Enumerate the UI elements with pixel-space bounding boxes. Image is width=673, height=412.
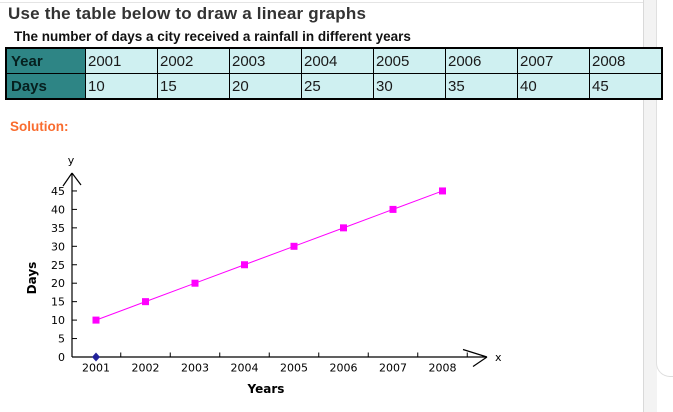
table-row-header: Year: [5, 47, 86, 74]
x-axis-letter: x: [495, 351, 502, 364]
y-tick-label: 30: [51, 240, 65, 253]
data-line: [95, 190, 443, 321]
y-tick-label: 40: [51, 203, 65, 216]
x-tick-label: 2008: [429, 362, 457, 375]
table-cell: 2005: [373, 47, 446, 74]
y-tick-label: 5: [58, 333, 65, 346]
y-tick-label: 15: [51, 296, 65, 309]
table-row: Days 10 15 20 25 30 35 40 45: [5, 73, 663, 100]
y-tick-label: 10: [51, 314, 65, 327]
y-axis-label: Days: [25, 262, 39, 295]
table-cell: 2001: [85, 47, 158, 74]
y-tick-label: 35: [51, 222, 65, 235]
table-cell: 2004: [301, 47, 374, 74]
top-divider: [0, 2, 656, 3]
rainfall-line-chart: y x 0 5 10 15 20 25 30 35 40 45 2001 2002 2003 2004 2005…: [25, 154, 502, 396]
table-cell: 20: [229, 73, 302, 100]
table-cell: 30: [373, 73, 446, 100]
table-row-header: Days: [5, 73, 86, 100]
y-tick-label: 45: [51, 185, 65, 198]
data-point: [191, 279, 199, 287]
y-tick-label: 20: [51, 277, 65, 290]
x-tick-label: 2002: [132, 362, 160, 375]
x-axis-label: Years: [247, 382, 285, 396]
table-cell: 2007: [517, 47, 590, 74]
page-title: Use the table below to draw a linear gra…: [8, 4, 367, 23]
table-cell: 15: [157, 73, 230, 100]
table-cell: 2006: [445, 47, 518, 74]
data-point: [340, 224, 347, 232]
x-tick-label: 2003: [181, 362, 209, 375]
table-caption: The number of days a city received a rai…: [14, 29, 411, 44]
data-point: [241, 261, 248, 269]
table-row: Year 2001 2002 2003 2004 2005 2006 2007 2008: [5, 47, 663, 74]
table-cell: 45: [589, 73, 663, 100]
origin-point: [92, 352, 100, 362]
table-cell: 10: [85, 73, 158, 100]
data-point: [92, 316, 100, 324]
data-point: [389, 205, 397, 213]
x-tick-label: 2001: [82, 362, 110, 375]
x-tick-label: 2005: [280, 362, 308, 375]
data-point: [439, 187, 446, 195]
x-tick-label: 2004: [231, 362, 259, 375]
table-cell: 25: [301, 73, 374, 100]
table-cell: 2008: [589, 47, 663, 74]
data-point: [142, 298, 149, 306]
x-tick-label: 2006: [330, 362, 358, 375]
y-tick-label: 0: [58, 351, 65, 364]
y-axis-letter: y: [68, 154, 75, 167]
data-point: [290, 242, 298, 250]
solution-label: Solution:: [10, 119, 69, 134]
table-cell: 40: [517, 73, 590, 100]
table-cell: 2003: [229, 47, 302, 74]
scrollbar-track[interactable]: [643, 0, 657, 412]
rainfall-table: Year 2001 2002 2003 2004 2005 2006 2007 2008 Days…: [5, 47, 663, 100]
x-tick-label: 2007: [379, 362, 407, 375]
y-tick-label: 25: [51, 259, 65, 272]
table-cell: 2002: [157, 47, 230, 74]
table-cell: 35: [445, 73, 518, 100]
